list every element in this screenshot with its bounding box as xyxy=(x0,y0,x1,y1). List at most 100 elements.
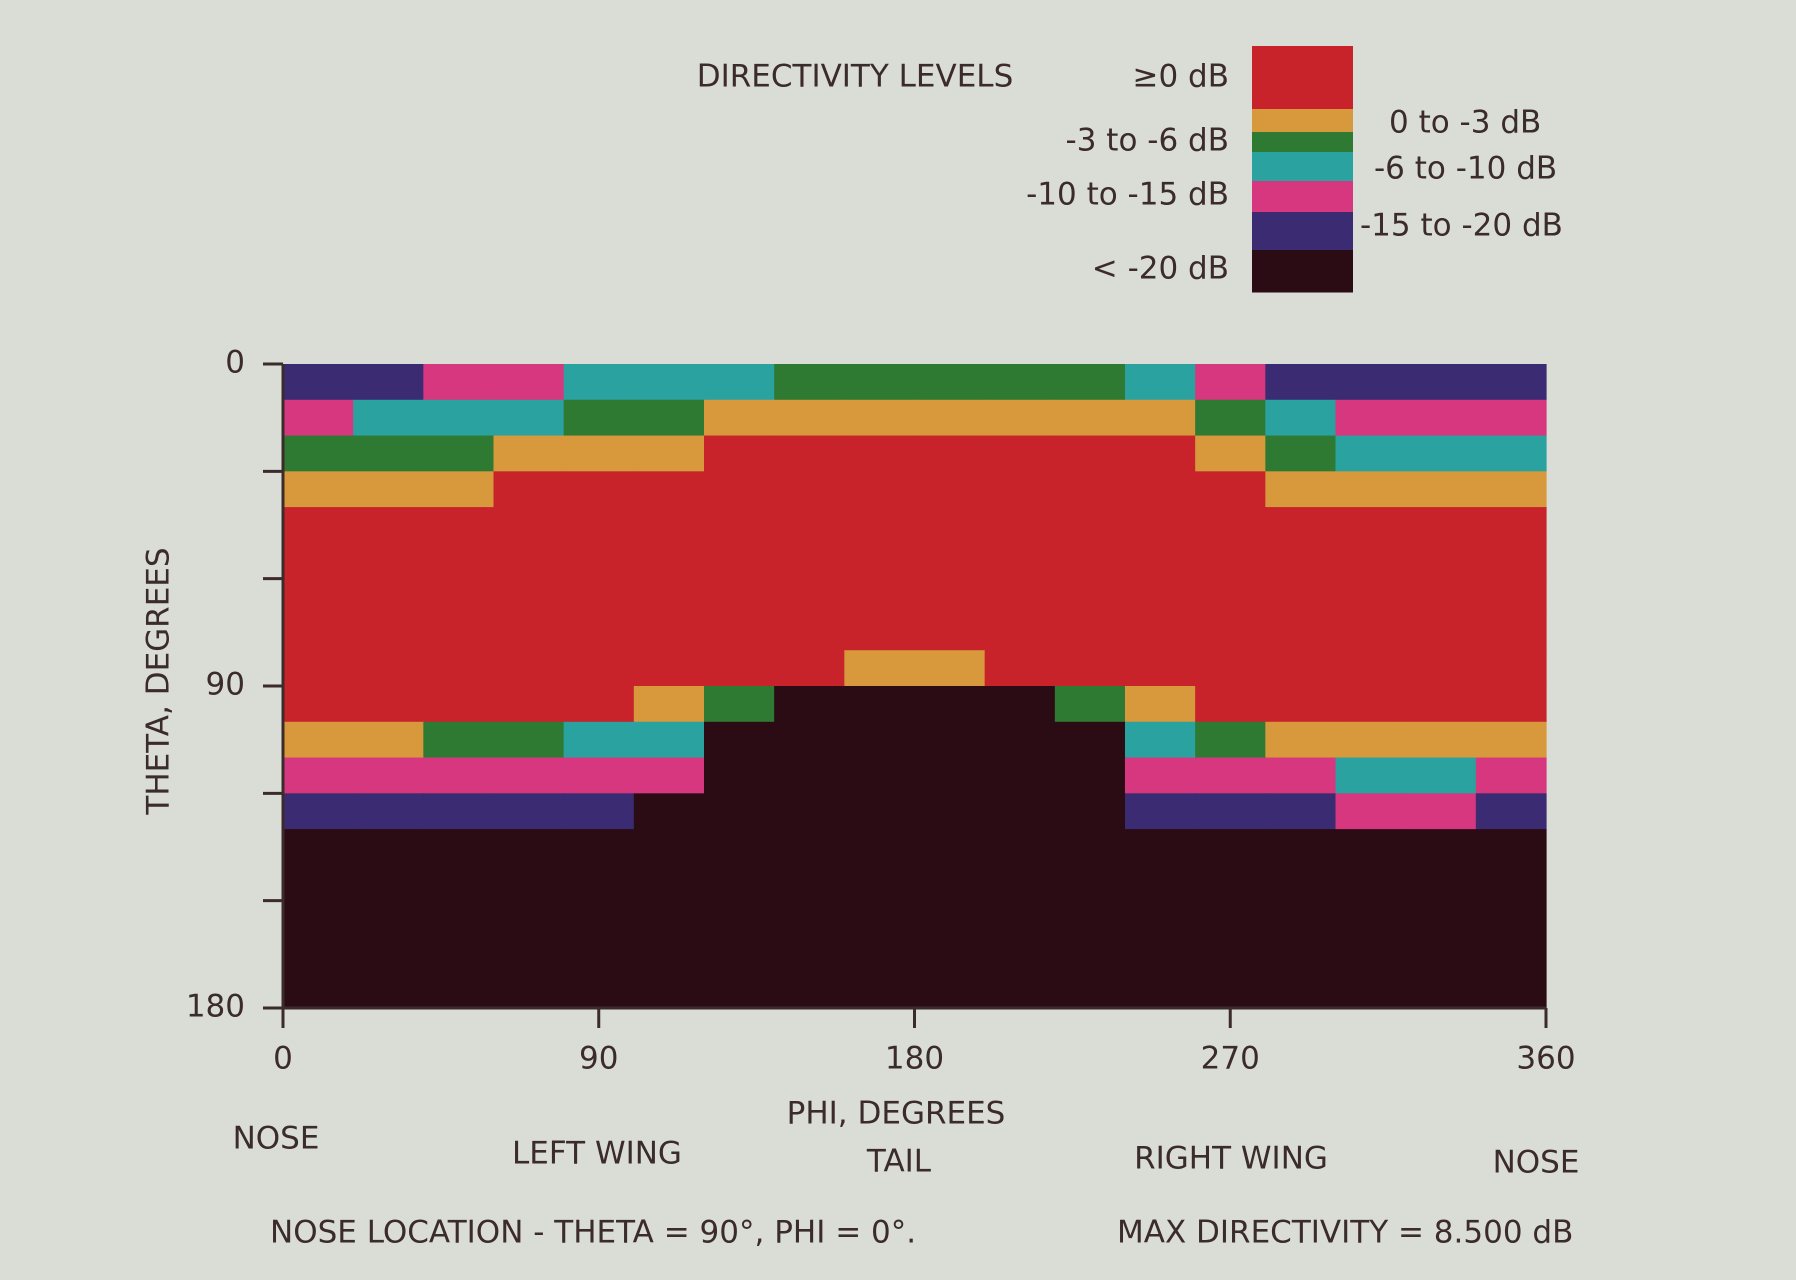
heat-cell xyxy=(844,757,916,794)
heat-cell xyxy=(1265,542,1337,580)
heat-cell xyxy=(1335,829,1407,866)
heat-cell xyxy=(283,686,354,723)
legend-swatch xyxy=(1252,152,1353,182)
heat-cell xyxy=(1125,757,1196,794)
heat-cell xyxy=(633,900,705,938)
heat-cell xyxy=(283,793,354,830)
legend-label: < -20 dB xyxy=(1092,251,1229,287)
heat-cell xyxy=(1265,864,1337,902)
heat-cell xyxy=(1265,614,1337,651)
heat-cell xyxy=(493,793,565,830)
heat-cell xyxy=(1125,614,1196,651)
heat-cell xyxy=(283,542,354,580)
heat-cell xyxy=(1125,721,1196,759)
heat-cell xyxy=(704,650,775,687)
heat-cell xyxy=(633,936,705,973)
heat-cell xyxy=(283,578,354,616)
heat-cell xyxy=(1054,578,1126,616)
heat-cell xyxy=(1125,686,1196,723)
heat-cell xyxy=(984,936,1056,973)
heat-cell xyxy=(1335,793,1407,830)
heat-cell xyxy=(1054,399,1126,437)
heat-cell xyxy=(283,364,354,401)
heat-cell xyxy=(283,900,354,938)
heat-cell xyxy=(1265,471,1337,508)
heat-cell xyxy=(914,471,986,508)
heat-cell xyxy=(1054,507,1126,544)
heat-cell xyxy=(1054,542,1126,580)
heat-cell xyxy=(423,471,495,508)
heat-cell xyxy=(1195,614,1266,651)
heat-cell xyxy=(1405,936,1477,973)
heat-cell xyxy=(1054,793,1126,830)
heat-cell xyxy=(353,471,424,508)
heat-cell xyxy=(1054,864,1126,902)
heat-cell xyxy=(844,686,916,723)
legend-label: 0 to -3 dB xyxy=(1389,105,1541,141)
heat-cell xyxy=(493,650,565,687)
legend-label: -6 to -10 dB xyxy=(1374,151,1557,187)
heat-cell xyxy=(1195,721,1266,759)
heat-cell xyxy=(704,864,775,902)
heat-cell xyxy=(423,614,495,651)
heat-cell xyxy=(423,864,495,902)
heat-cell xyxy=(1475,399,1547,437)
heat-cell xyxy=(844,399,916,437)
heat-cell xyxy=(774,650,845,687)
heat-cell xyxy=(493,936,565,973)
heat-cell xyxy=(844,972,916,1009)
heat-cell xyxy=(914,972,986,1009)
heat-cell xyxy=(984,650,1056,687)
heat-cell xyxy=(423,542,495,580)
heat-cell xyxy=(914,829,986,866)
x-tick-label: 360 xyxy=(1516,1041,1575,1077)
heat-cell xyxy=(774,435,845,472)
heat-cell xyxy=(493,864,565,902)
heat-cell xyxy=(283,614,354,651)
heat-cell xyxy=(844,542,916,580)
heat-cell xyxy=(563,757,635,794)
y-tick-label: 90 xyxy=(206,667,245,703)
y-tick-label: 180 xyxy=(186,989,245,1025)
heat-cell xyxy=(563,364,635,401)
heat-cell xyxy=(423,829,495,866)
heat-cell xyxy=(774,542,845,580)
heat-cell xyxy=(774,721,845,759)
heat-cell xyxy=(914,686,986,723)
x-tick-label: 180 xyxy=(885,1041,944,1077)
heat-cell xyxy=(283,471,354,508)
heat-cell xyxy=(1335,399,1407,437)
heat-cell xyxy=(704,936,775,973)
heat-cell xyxy=(353,507,424,544)
heat-cell xyxy=(1195,864,1266,902)
heat-cell xyxy=(1195,578,1266,616)
heat-cell xyxy=(1405,614,1477,651)
heat-cell xyxy=(1405,829,1477,866)
heat-cell xyxy=(844,900,916,938)
heat-cell xyxy=(984,435,1056,472)
heat-cell xyxy=(774,507,845,544)
heat-cell xyxy=(704,614,775,651)
direction-label: NOSE xyxy=(233,1121,320,1157)
heat-cell xyxy=(1195,900,1266,938)
heat-cell xyxy=(984,686,1056,723)
direction-label: LEFT WING xyxy=(512,1136,682,1172)
legend-swatch xyxy=(1252,250,1353,293)
heat-cell xyxy=(774,864,845,902)
heat-cell xyxy=(1405,364,1477,401)
heat-cell xyxy=(423,364,495,401)
heat-cell xyxy=(1125,435,1196,472)
heat-cell xyxy=(914,578,986,616)
direction-label: RIGHT WING xyxy=(1134,1141,1328,1177)
heat-cell xyxy=(1054,471,1126,508)
heat-cell xyxy=(1475,686,1547,723)
heat-cell xyxy=(493,542,565,580)
heat-cell xyxy=(423,399,495,437)
heat-cell xyxy=(563,829,635,866)
heat-cell xyxy=(1335,721,1407,759)
heat-cell xyxy=(493,757,565,794)
heat-cell xyxy=(844,936,916,973)
heat-cell xyxy=(563,471,635,508)
